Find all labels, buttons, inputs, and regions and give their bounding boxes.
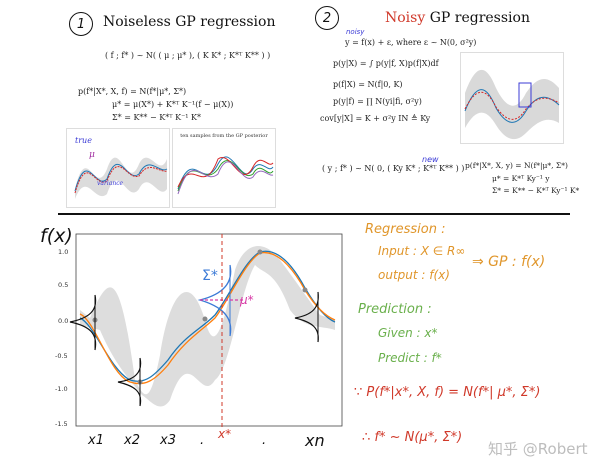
uncertainty-band: [80, 246, 335, 407]
thumb1-true-line: [74, 163, 168, 192]
noiseless-samples-thumbnail: ten samples from the GP posterior: [172, 128, 276, 208]
noisy-title: Noisy GP regression: [385, 10, 530, 26]
note-input: Input : X ∈ R∞: [378, 244, 466, 258]
noiseless-eq-posterior: p(f*|X*, X, f) = N(f*|μ*, Σ*): [78, 87, 187, 96]
thumb1-annot-true: true: [75, 136, 92, 145]
main-plot-svg: 1.0 0.5 0.0 -0.5 -1.0 -1.5: [55, 233, 343, 440]
plot-frame: [75, 233, 343, 427]
xlabel-dot-1: .: [200, 433, 205, 448]
thumb1-annot-variance: variance: [97, 180, 124, 187]
ytick-labels: 1.0 0.5 0.0 -0.5 -1.0 -1.5: [55, 248, 68, 428]
sigma-star-label: Σ*: [202, 268, 218, 284]
obs-point-4: [257, 249, 263, 255]
xlabel-x1: x1: [88, 433, 104, 448]
thumb1-annot-mu: μ: [89, 150, 95, 160]
note-predict: Predict : f*: [378, 351, 442, 365]
noisy-posterior-thumbnail: [460, 52, 564, 144]
thumb2-sample-1: [177, 156, 274, 190]
xlabel-x2: x2: [124, 433, 140, 448]
samples-thumb-svg: ten samples from the GP posterior: [177, 133, 274, 195]
note-result: ∴ f* ~ N(μ*, Σ*): [362, 430, 463, 445]
noisy-tag: noisy: [346, 28, 365, 36]
noisy-joint-equation: ( y ; f* ) ~ N( 0, ( Ky K* ; K*ᵀ K** ) ): [322, 164, 465, 173]
noisy-new-tag: new: [422, 155, 439, 164]
noiseless-eq-cov: Σ* = K** − K*ᵀ K⁻¹ K*: [112, 113, 202, 122]
thumb1-mean-line: [74, 166, 168, 194]
xlabel-dot-2: .: [262, 433, 267, 448]
ytick-4: -0.5: [55, 352, 68, 360]
noiseless-thumb-svg: true μ variance: [74, 136, 168, 199]
obs-point-3: [202, 316, 208, 322]
ytick-1: 1.0: [58, 248, 68, 256]
ytick-5: -1.0: [55, 385, 68, 393]
noisy-eq-marginal: p(y|X) = ∫ p(y|f, X)p(f|X)df: [333, 59, 439, 68]
noisy-eq-model: y = f(x) + ε, where ε ~ N(0, σ²y): [345, 38, 477, 47]
mu-star-label: μ*: [240, 293, 254, 307]
section-number-2: 2: [315, 6, 339, 30]
section-number-1: 1: [69, 12, 93, 36]
thumb2-sample-3: [177, 156, 274, 188]
note-regression: Regression :: [365, 222, 446, 237]
xlabel-x3: x3: [160, 433, 176, 448]
thumb2-sample-2: [177, 160, 274, 192]
gaussian-sketch-xn: [294, 291, 319, 343]
noisy-word: Noisy: [385, 10, 426, 26]
ytick-2: 0.5: [58, 281, 68, 289]
ytick-3: 0.0: [58, 317, 68, 325]
noisy-true-line: [464, 89, 560, 123]
obs-point-5: [302, 287, 308, 293]
noisy-band: [465, 69, 559, 140]
noiseless-eq-mean: μ* = μ(X*) + K*ᵀ K⁻¹(f − μ(X)): [112, 100, 234, 109]
noisy-highlight-box: [518, 82, 532, 108]
noisy-title-rest: GP regression: [425, 10, 530, 26]
fx-axis-label: f(x): [40, 225, 73, 247]
noisy-eq-posterior: p(f*|X*, X, y) = N(f*|μ*, Σ*): [465, 161, 568, 170]
noisy-eq-cov: Σ* = K** − K*ᵀ Ky⁻¹ K*: [492, 186, 580, 195]
note-bayes: ∵ P(f*|x*, X, f) = N(f*| μ*, Σ*): [354, 385, 541, 400]
noisy-eq-likelihood: p(y|f) = ∏ N(yi|fi, σ²y): [333, 97, 422, 106]
noisy-eq-cov: cov[y|X] = K + σ²y IN ≜ Ky: [320, 114, 431, 123]
noisy-eq-prior: p(f|X) = N(f|0, K): [333, 80, 403, 89]
xstar-axis-label: x*: [218, 427, 232, 441]
noisy-thumb-svg: [464, 69, 560, 140]
section-divider: [58, 213, 570, 215]
noisy-eq-mean: μ* = K*ᵀ Ky⁻¹ y: [492, 174, 550, 183]
noiseless-title: Noiseless GP regression: [103, 14, 276, 30]
note-given: Given : x*: [378, 326, 438, 340]
note-gp: ⇒ GP : f(x): [472, 254, 546, 270]
ytick-6: -1.5: [55, 420, 68, 428]
watermark: 知乎 @Robert: [488, 440, 588, 458]
note-output: output : f(x): [378, 268, 450, 282]
thumb1-band: [75, 157, 167, 199]
note-prediction: Prediction :: [358, 302, 432, 317]
xlabel-xn: xn: [305, 431, 325, 450]
noiseless-posterior-thumbnail: true μ variance: [66, 128, 170, 208]
main-plot: 1.0 0.5 0.0 -0.5 -1.0 -1.5: [50, 230, 350, 440]
thumb2-sample-4: [177, 161, 274, 195]
thumb2-title: ten samples from the GP posterior: [180, 133, 268, 139]
noiseless-joint-equation: ( f ; f* ) ~ N( ( μ ; μ* ), ( K K* ; K*ᵀ…: [105, 51, 271, 60]
